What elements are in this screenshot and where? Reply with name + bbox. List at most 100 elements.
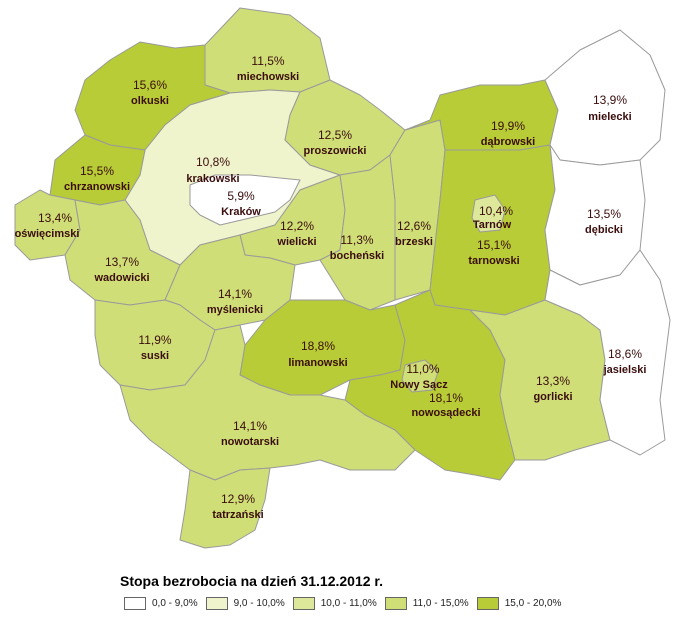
label-nowotarski: 14,1% nowotarski (221, 419, 279, 448)
label-limanowski: 18,8% limanowski (288, 339, 347, 369)
value-tarnowski: 15,1% (477, 238, 511, 252)
label-suski: 11,9% suski (138, 333, 171, 362)
name-nowy-sacz: Nowy Sącz (390, 379, 448, 391)
label-gorlicki: 13,3% gorlicki (533, 374, 572, 403)
legend-item: 0,0 - 9,0% (124, 597, 198, 610)
name-oswiecimski: oświęcimski (15, 228, 80, 240)
legend-swatch (205, 597, 228, 610)
legend-label: 11,0 - 15,0% (412, 598, 469, 609)
name-suski: suski (141, 350, 169, 362)
value-krakowski: 10,8% (196, 155, 230, 169)
legend-title: Stopa bezrobocia na dzień 31.12.2012 r. (120, 573, 383, 589)
value-dabrowski: 19,9% (491, 119, 525, 133)
region-tatrzanski (179, 467, 271, 549)
name-bochenski: bocheński (330, 250, 384, 262)
legend-item: 15,0 - 20,0% (476, 597, 562, 610)
region-bochenski (319, 154, 396, 311)
value-suski: 11,9% (138, 333, 171, 347)
value-tarnow: 10,4% (479, 204, 513, 218)
value-bochenski: 11,3% (340, 233, 373, 247)
region-jasielski (544, 249, 671, 456)
label-nowy-sacz: 11,0% Nowy Sącz (390, 362, 448, 391)
value-gorlicki: 13,3% (536, 374, 570, 388)
label-dabrowski: 19,9% dąbrowski (481, 119, 535, 148)
value-tatrzanski: 12,9% (221, 492, 255, 506)
name-wadowicki: wadowicki (93, 272, 149, 284)
label-bochenski: 11,3% bocheński (330, 233, 384, 262)
value-debicki: 13,5% (587, 207, 621, 221)
value-miechowski: 11,5% (251, 54, 284, 68)
legend-item: 10,0 - 11,0% (292, 597, 377, 610)
legend-item: 11,0 - 15,0% (384, 597, 469, 610)
legend-swatch (292, 597, 315, 610)
value-jasielski: 18,6% (608, 347, 642, 361)
label-olkuski: 15,6% olkuski (131, 78, 169, 107)
name-dabrowski: dąbrowski (481, 136, 535, 148)
label-myslenicki: 14,1% myślenicki (207, 287, 263, 316)
label-krakowski: 10,8% krakowski (186, 155, 239, 185)
name-jasielski: jasielski (603, 364, 647, 376)
label-tarnow: 10,4% Tarnów (473, 204, 513, 231)
label-wadowicki: 13,7% wadowicki (93, 255, 149, 284)
value-proszowicki: 12,5% (318, 128, 352, 142)
value-nowy-sacz: 11,0% (406, 362, 439, 376)
name-tatrzanski: tatrzański (212, 509, 263, 521)
name-brzeski: brzeski (395, 236, 433, 248)
name-miechowski: miechowski (237, 71, 299, 83)
value-myslenicki: 14,1% (218, 287, 252, 301)
region-krakow (189, 174, 301, 226)
value-brzeski: 12,6% (397, 219, 431, 233)
label-oswiecimski: 13,4% oświęcimski (15, 211, 80, 240)
label-brzeski: 12,6% brzeski (395, 219, 433, 248)
label-tarnowski: 15,1% tarnowski (468, 238, 519, 267)
value-olkuski: 15,6% (133, 78, 167, 92)
legend-label: 15,0 - 20,0% (504, 598, 562, 609)
name-proszowicki: proszowicki (304, 145, 367, 157)
legend-label: 9,0 - 10,0% (233, 598, 285, 609)
value-oswiecimski: 13,4% (38, 211, 72, 225)
legend-swatch (124, 597, 146, 610)
legend: 0,0 - 9,0% 9,0 - 10,0% 10,0 - 11,0% 11,0 - … (124, 597, 569, 610)
legend-item: 9,0 - 10,0% (205, 597, 285, 610)
value-krakow: 5,9% (227, 189, 255, 203)
region-mielecki (544, 29, 666, 166)
name-tarnow: Tarnów (473, 219, 512, 231)
value-limanowski: 18,8% (301, 339, 335, 353)
name-mielecki: mielecki (588, 111, 631, 123)
label-proszowicki: 12,5% proszowicki (304, 128, 367, 157)
region-tarnow (471, 194, 506, 233)
label-chrzanowski: 15,5% chrzanowski (64, 164, 130, 193)
name-krakowski: krakowski (186, 173, 239, 185)
value-mielecki: 13,9% (593, 93, 627, 107)
label-krakow: 5,9% Kraków (221, 189, 261, 218)
label-miechowski: 11,5% miechowski (237, 54, 299, 83)
name-krakow: Kraków (221, 206, 261, 218)
label-nowosadecki: 18,1% nowosądecki (411, 391, 480, 419)
label-jasielski: 18,6% jasielski (603, 347, 647, 376)
legend-label: 0,0 - 9,0% (152, 598, 198, 609)
name-nowosadecki: nowosądecki (411, 407, 480, 419)
region-nowy-sacz (401, 359, 439, 393)
value-nowosadecki: 18,1% (429, 391, 463, 405)
name-olkuski: olkuski (131, 95, 169, 107)
name-wielicki: wielicki (276, 236, 316, 248)
value-nowotarski: 14,1% (233, 419, 267, 433)
legend-label: 10,0 - 11,0% (320, 598, 377, 609)
name-limanowski: limanowski (288, 357, 347, 369)
name-tarnowski: tarnowski (468, 255, 519, 267)
name-gorlicki: gorlicki (533, 391, 572, 403)
label-mielecki: 13,9% mielecki (588, 93, 631, 123)
legend-swatch (384, 597, 407, 610)
name-nowotarski: nowotarski (221, 436, 279, 448)
map: 11,5% miechowski 15,6% olkuski 10,8% kra… (14, 7, 671, 549)
label-wielicki: 12,2% wielicki (276, 219, 316, 248)
value-chrzanowski: 15,5% (80, 164, 114, 178)
label-debicki: 13,5% dębicki (585, 207, 623, 236)
label-tatrzanski: 12,9% tatrzański (212, 492, 263, 521)
name-debicki: dębicki (585, 224, 623, 236)
value-wadowicki: 13,7% (105, 255, 139, 269)
name-myslenicki: myślenicki (207, 304, 263, 316)
value-wielicki: 12,2% (280, 219, 314, 233)
name-chrzanowski: chrzanowski (64, 181, 130, 193)
legend-swatch (476, 597, 499, 610)
